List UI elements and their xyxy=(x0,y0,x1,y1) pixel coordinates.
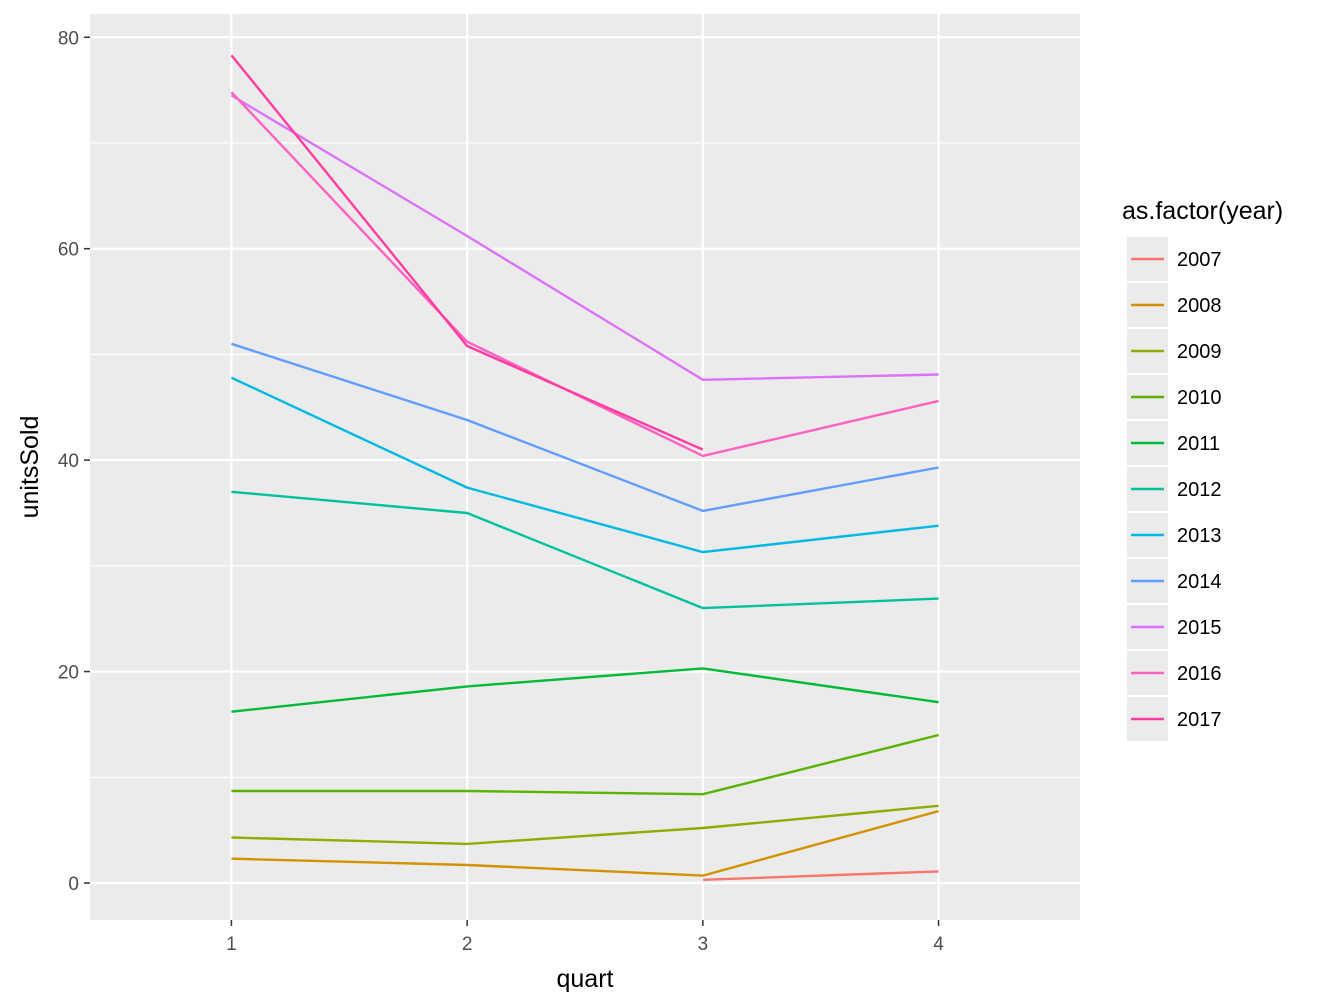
y-tick-label: 20 xyxy=(58,663,79,684)
legend-label: 2017 xyxy=(1177,709,1222,731)
plot-panel xyxy=(90,14,1080,920)
y-tick-label: 60 xyxy=(58,240,79,261)
legend-item-2012: 2012 xyxy=(1127,467,1222,511)
series-line-2008 xyxy=(231,809,939,877)
x-axis: 1 2 3 4 xyxy=(226,920,944,955)
legend-item-2017: 2017 xyxy=(1127,697,1222,741)
legend-item-2015: 2015 xyxy=(1127,605,1222,649)
legend-item-2013: 2013 xyxy=(1127,513,1222,557)
y-tick-label: 0 xyxy=(68,874,79,895)
legend-label: 2011 xyxy=(1177,433,1220,455)
legend-item-2009: 2009 xyxy=(1127,329,1222,373)
x-tick-label: 2 xyxy=(462,934,473,955)
legend-label: 2016 xyxy=(1177,663,1222,685)
y-axis-title: unitsSold xyxy=(16,416,44,519)
legend-title: as.factor(year) xyxy=(1122,197,1283,225)
legend-label: 2010 xyxy=(1177,387,1222,409)
legend-label: 2013 xyxy=(1177,525,1222,547)
legend-label: 2009 xyxy=(1177,341,1222,363)
series-line-2010 xyxy=(231,733,939,796)
x-tick-label: 1 xyxy=(226,934,237,955)
series-line-2007 xyxy=(702,870,939,881)
minor-gridlines xyxy=(90,142,1080,778)
legend-item-2010: 2010 xyxy=(1127,375,1222,419)
legend-item-2016: 2016 xyxy=(1127,651,1222,695)
legend-label: 2008 xyxy=(1177,295,1222,317)
y-tick-label: 80 xyxy=(58,28,79,49)
x-tick-label: 4 xyxy=(933,934,944,955)
series-line-2015 xyxy=(230,94,939,381)
series-line-2014 xyxy=(231,342,939,513)
x-axis-title: quart xyxy=(557,965,614,993)
legend-label: 2015 xyxy=(1177,617,1222,639)
legend-items: 2007 2008 2009 2010 2011 2012 2013 2014 2015 2016… xyxy=(1127,237,1222,741)
y-tick-label: 40 xyxy=(58,451,79,472)
legend: as.factor(year) 2007 2008 2009 2010 2011 2012… xyxy=(1122,197,1283,741)
x-tick-label: 3 xyxy=(698,934,709,955)
legend-label: 2012 xyxy=(1177,479,1222,501)
legend-label: 2007 xyxy=(1177,249,1222,271)
legend-item-2008: 2008 xyxy=(1127,283,1222,327)
y-axis: 0 20 40 60 80 xyxy=(58,28,90,895)
legend-label: 2014 xyxy=(1177,571,1222,593)
legend-item-2011: 2011 xyxy=(1127,421,1220,465)
series-line-2013 xyxy=(230,376,939,554)
series-line-2012 xyxy=(231,490,939,610)
legend-item-2007: 2007 xyxy=(1127,237,1222,281)
series-line-2017 xyxy=(230,54,704,451)
major-gridlines xyxy=(90,14,1080,920)
legend-item-2014: 2014 xyxy=(1127,559,1222,603)
series-line-2011 xyxy=(231,667,939,713)
series-lines xyxy=(230,54,939,881)
series-line-2009 xyxy=(231,804,939,846)
